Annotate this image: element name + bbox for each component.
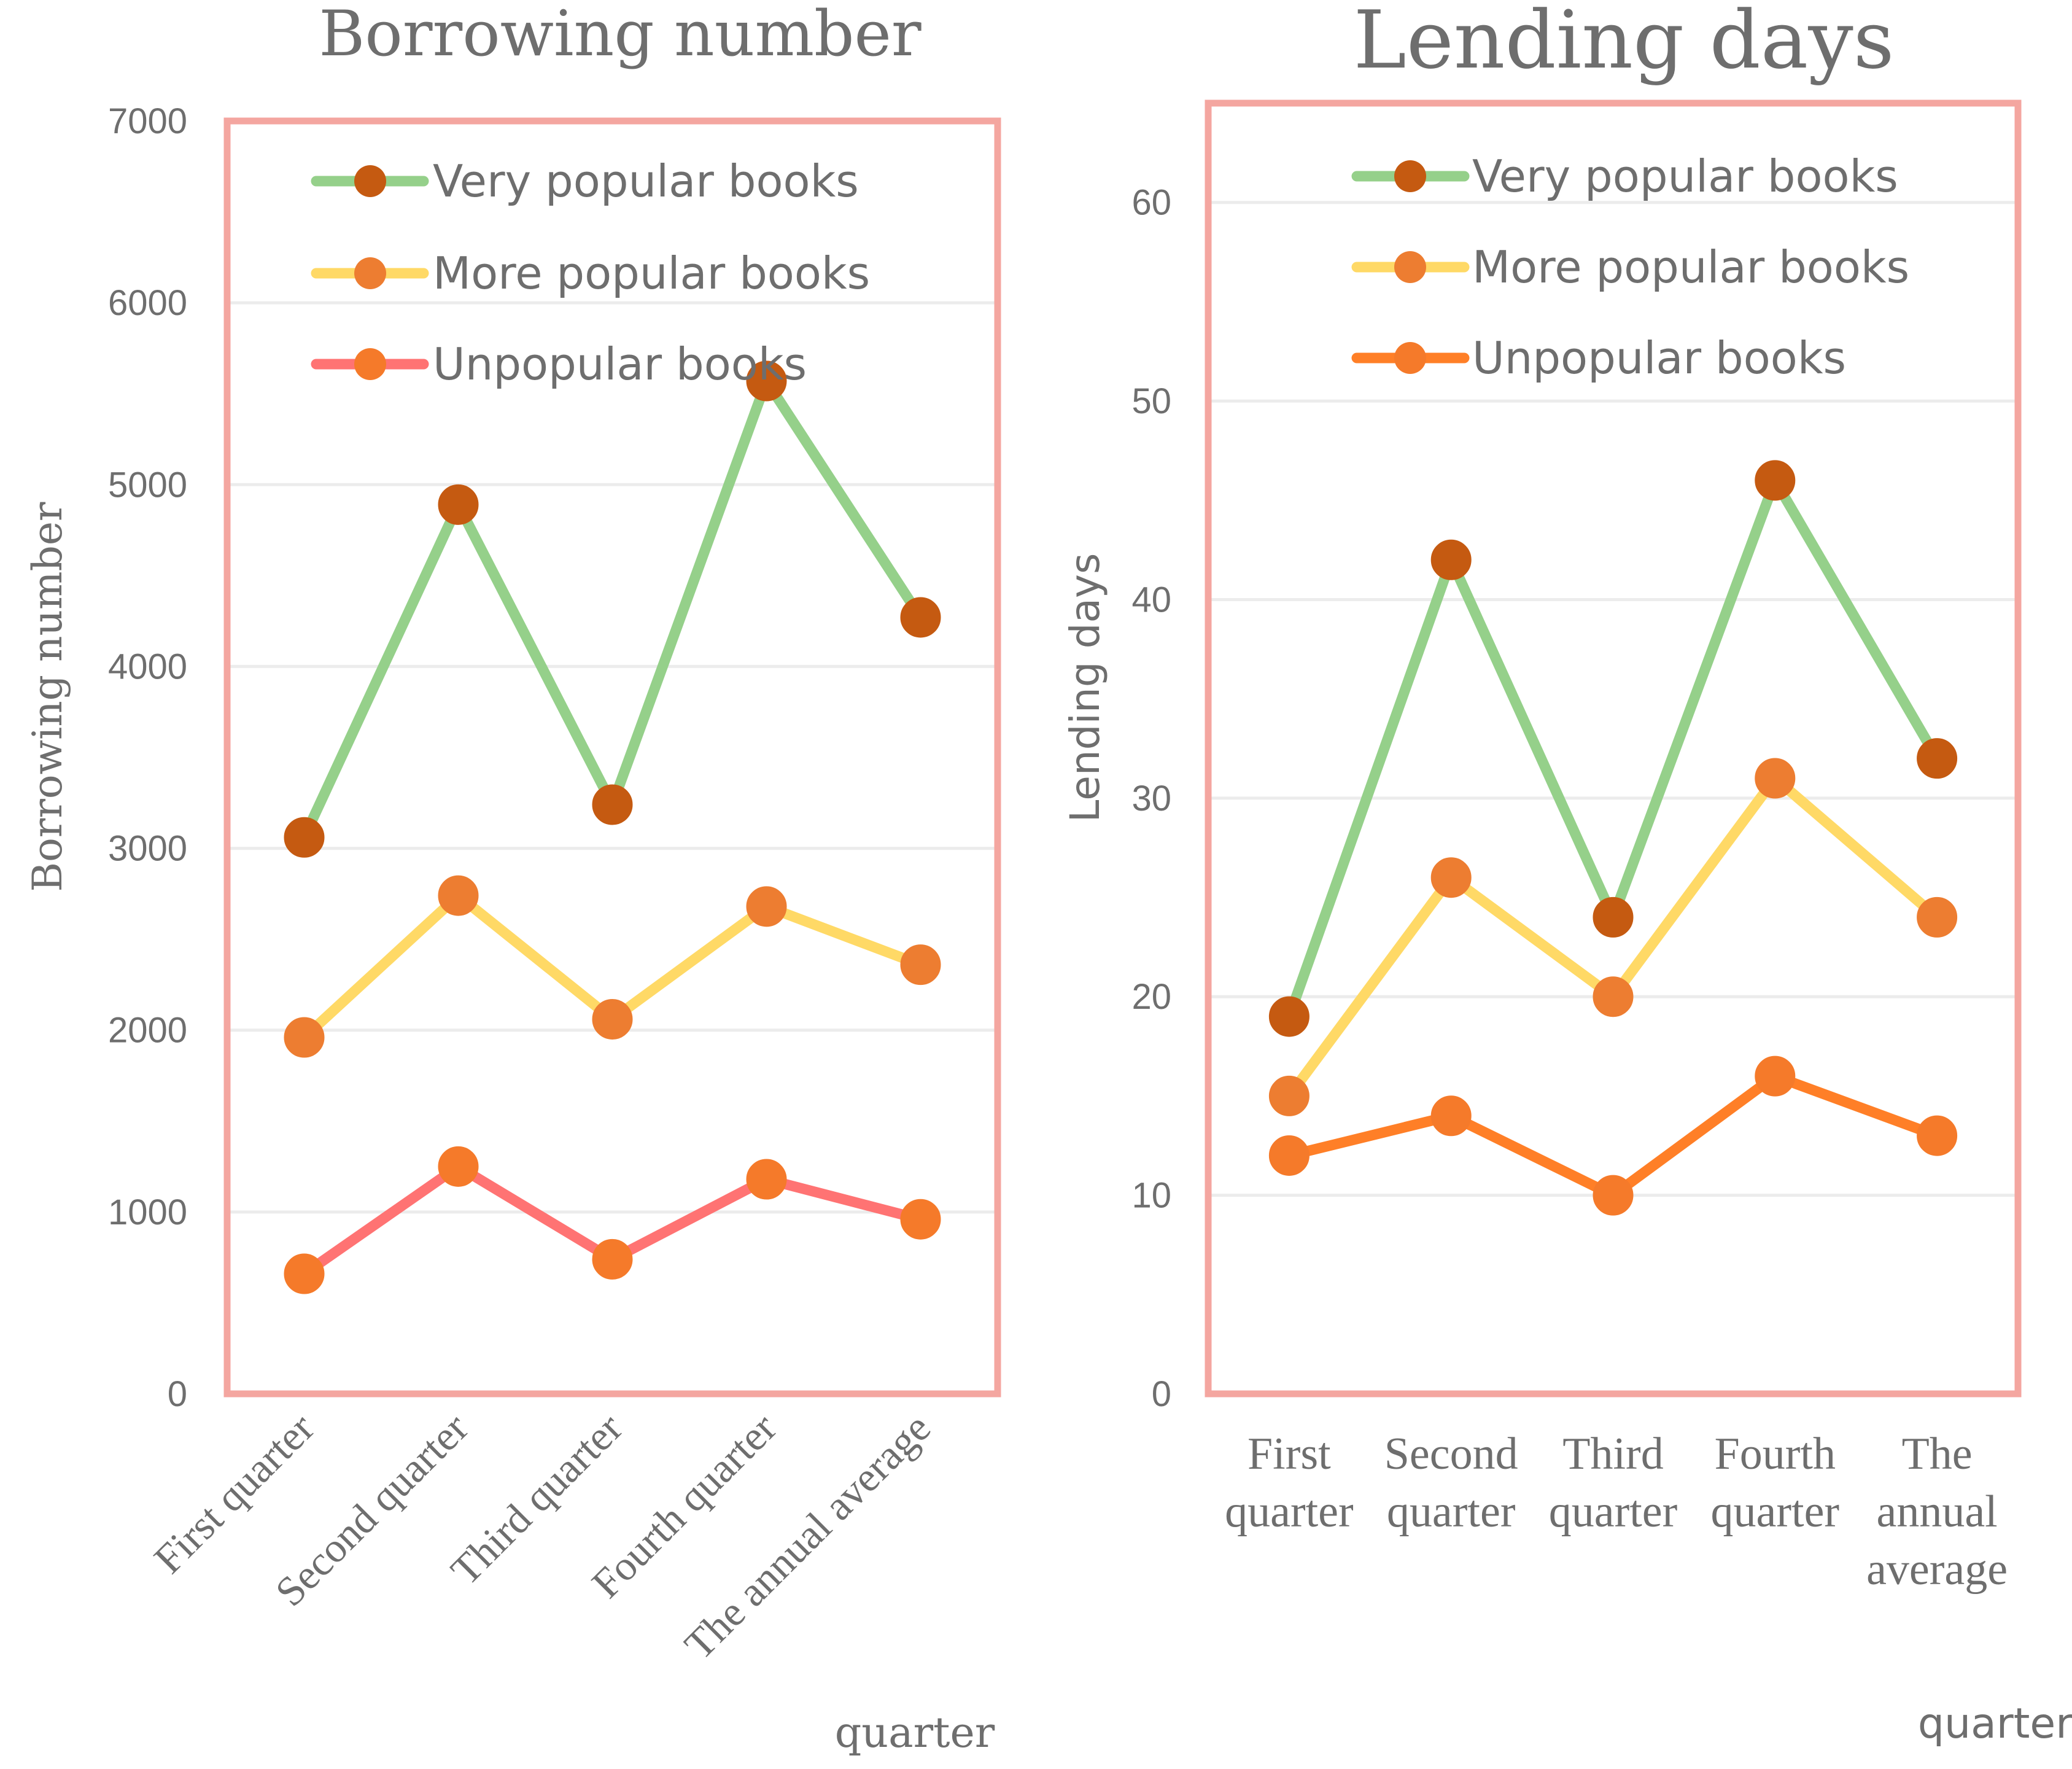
chart-title: Lending days [1354,0,1895,87]
legend-swatch-marker [354,257,386,289]
x-tick-label: First quarter [1225,1429,1354,1537]
y-tick-label: 6000 [108,283,187,323]
data-point [1430,1095,1472,1137]
plot-frame [223,117,1001,1398]
data-point [1917,738,1958,779]
data-point [900,597,941,638]
legend-label: More popular books [1472,241,1909,293]
legend-swatch-marker [1394,160,1426,192]
chart-borrowing-number: Borrowing number 0 1000 2000 3000 4000 5000 600… [24,0,1001,1757]
y-tick-label: 0 [168,1374,187,1414]
data-point [1430,539,1472,580]
legend-label: More popular books [433,247,870,299]
data-point [1430,857,1472,898]
data-point [1917,1115,1958,1156]
y-tick-label: 10 [1131,1176,1171,1216]
y-tick-label: 3000 [108,829,187,869]
data-point [438,484,479,525]
markers-very-popular-books [1268,460,1958,1037]
data-point [592,784,633,825]
plot-frame [1205,99,2022,1398]
data-point [1593,896,1634,938]
data-point [592,1238,633,1280]
markers-more-popular-books [1268,758,1958,1116]
data-point [284,1253,325,1294]
data-point [592,998,633,1040]
data-point [438,1146,479,1187]
data-point [1593,1175,1634,1216]
y-axis-label: Lending days [1061,553,1109,823]
data-point [1755,1056,1796,1097]
data-point [1593,976,1634,1017]
legend-label: Unpopular books [1472,332,1846,384]
series-line [299,375,926,843]
x-tick-label: Third quarter [1549,1429,1678,1537]
data-point [438,875,479,916]
chart-title: Borrowing number [319,0,921,71]
legend-label: Unpopular books [433,338,807,390]
y-tick-label: 7000 [108,101,187,141]
y-tick-label: 40 [1131,580,1171,620]
data-point [1917,896,1958,938]
legend-label: Very popular books [433,155,859,207]
y-axis-label: Borrowing number [24,502,71,892]
data-point [746,360,787,402]
y-tick-label: 30 [1131,779,1171,818]
x-axis-label: quarter [835,1709,995,1757]
y-tick-label: 50 [1131,381,1171,421]
y-tick-label: 5000 [108,465,187,505]
markers-very-popular-books [284,360,941,858]
legend-label: Very popular books [1472,150,1898,202]
legend-swatch-marker [1394,251,1426,283]
markers-more-popular-books [284,875,941,1058]
data-point [1755,460,1796,501]
data-point [284,1017,325,1058]
data-point [746,1159,787,1200]
data-point [1268,1075,1310,1116]
y-tick-label: 2000 [108,1011,187,1051]
markers-unpopular-books [284,1146,941,1294]
markers-unpopular-books [1268,1056,1958,1216]
y-tick-label: 0 [1152,1374,1171,1414]
data-point [284,817,325,858]
series-very-popular-books [299,375,926,843]
legend-swatch-marker [354,348,386,380]
x-tick-label: Fourth quarter [1711,1429,1840,1537]
legend: Very popular books More popular books Unpo… [1351,150,1909,384]
x-tick-label: The annual average [1866,1429,2008,1595]
chart-lending-days: Lending days 0 10 20 30 40 50 60 Lending days qua… [1061,0,2072,1748]
data-point [746,886,787,927]
y-tick-label: 1000 [108,1192,187,1232]
data-point [1755,758,1796,799]
x-axis-label: quarter [1918,1700,2072,1748]
x-tick-label: Second quarter [1384,1429,1518,1537]
legend-swatch-marker [1394,342,1426,374]
legend-swatch-marker [354,165,386,197]
y-tick-label: 4000 [108,647,187,686]
legend: Very popular books More popular books Unpo… [311,155,870,390]
data-point [1268,1135,1310,1176]
data-point [900,944,941,986]
y-tick-label: 20 [1131,977,1171,1017]
data-point [900,1199,941,1240]
data-point [1268,996,1310,1037]
y-tick-label: 60 [1131,183,1171,223]
